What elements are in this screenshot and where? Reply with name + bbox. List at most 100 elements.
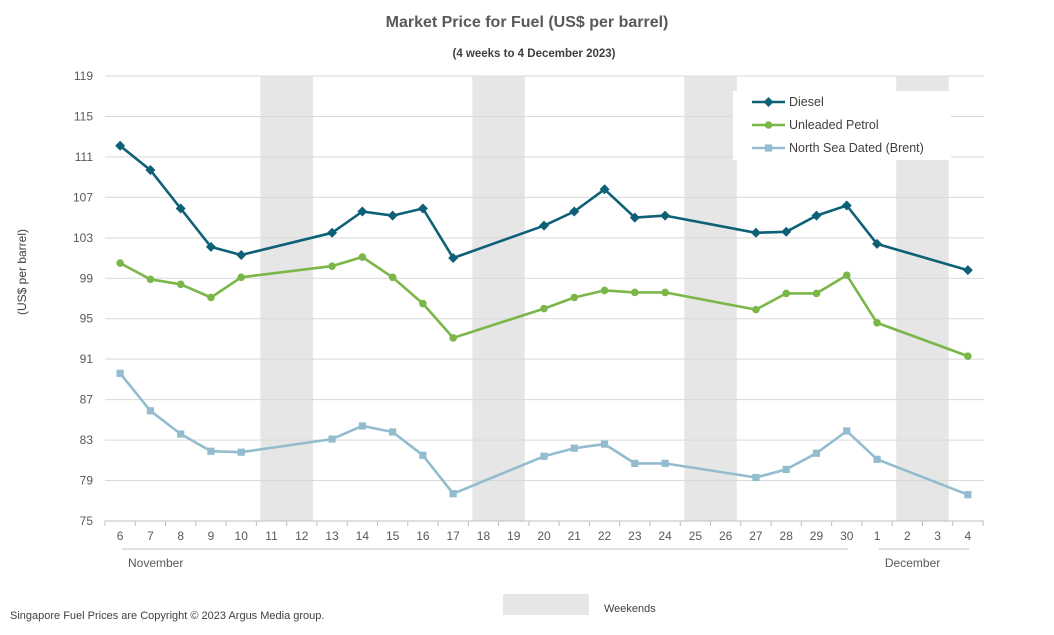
data-point	[357, 206, 368, 217]
series-unleaded-petrol	[116, 253, 972, 360]
data-point	[146, 407, 155, 415]
legend-label: Diesel	[789, 95, 824, 109]
series-north-sea-dated-brent	[116, 369, 972, 499]
y-tick-label: 115	[74, 109, 93, 123]
series-diesel	[115, 140, 973, 276]
x-tick-label: 18	[477, 529, 491, 543]
data-point	[237, 448, 245, 456]
copyright-note: Singapore Fuel Prices are Copyright © 20…	[10, 610, 324, 622]
data-point	[811, 210, 822, 221]
data-point	[873, 455, 881, 463]
x-tick-label: 22	[598, 529, 612, 543]
data-point	[661, 459, 669, 467]
data-point	[177, 430, 185, 438]
x-tick-label: 10	[235, 529, 249, 543]
chart-title: Market Price for Fuel (US$ per barrel)	[386, 14, 669, 31]
y-tick-label: 91	[80, 352, 94, 366]
weekend-band	[472, 76, 525, 521]
y-tick-label: 103	[73, 231, 93, 245]
data-point	[812, 449, 821, 457]
data-point	[327, 227, 338, 238]
x-tick-label: 26	[719, 529, 733, 543]
data-point	[115, 140, 126, 151]
y-tick-label: 99	[80, 271, 94, 285]
data-point	[661, 288, 669, 297]
data-point	[207, 447, 215, 455]
x-tick-label: 1	[874, 529, 881, 543]
x-tick-label: 12	[295, 529, 309, 543]
data-point	[116, 259, 124, 267]
data-point	[752, 305, 760, 314]
data-point	[752, 473, 760, 482]
series-line	[119, 144, 969, 272]
x-tick-label: 23	[628, 529, 642, 543]
data-point	[207, 293, 215, 302]
data-point	[600, 286, 609, 295]
legend-item: Diesel	[752, 95, 824, 109]
legend-label: North Sea Dated (Brent)	[789, 141, 924, 155]
data-point	[964, 491, 972, 499]
y-tick-label: 95	[80, 312, 94, 326]
data-point	[599, 184, 610, 195]
legend-item: North Sea Dated (Brent)	[752, 141, 924, 155]
x-tick-label: 17	[446, 529, 460, 543]
data-point	[873, 318, 881, 327]
legend-item: Unleaded Petrol	[752, 118, 879, 132]
x-tick-label: 21	[568, 529, 582, 543]
legend: Diesel Unleaded Petrol North Sea Dated (Br…	[733, 91, 951, 160]
data-point	[236, 250, 247, 261]
x-tick-label: 11	[265, 529, 278, 543]
legend-marker	[763, 97, 774, 107]
data-point	[570, 293, 579, 302]
x-tick-label: 30	[840, 529, 854, 543]
data-point	[570, 444, 578, 452]
data-point	[328, 262, 336, 270]
data-point	[388, 273, 397, 282]
data-point	[176, 280, 185, 289]
weekends-legend-swatch	[503, 594, 589, 615]
x-tick-label: 28	[780, 529, 794, 543]
data-point	[146, 275, 155, 284]
legend-label: Unleaded Petrol	[789, 118, 879, 132]
data-point	[145, 165, 156, 176]
data-point	[750, 227, 761, 238]
y-tick-label: 111	[75, 150, 94, 164]
data-point	[205, 241, 216, 252]
data-point	[600, 440, 609, 448]
x-tick-label: 8	[177, 529, 184, 543]
x-tick-label: 20	[537, 529, 551, 543]
data-point	[175, 203, 186, 214]
data-point	[449, 490, 457, 498]
y-tick-label: 79	[80, 474, 94, 488]
x-tick-label: 24	[658, 529, 672, 543]
data-point	[569, 206, 580, 217]
x-tick-label: 3	[934, 529, 941, 543]
data-point	[358, 253, 367, 261]
chart-subtitle: (4 weeks to 4 December 2023)	[452, 48, 615, 60]
data-point	[419, 451, 427, 459]
weekend-band	[260, 76, 313, 521]
y-tick-label: 83	[80, 433, 94, 447]
data-point	[116, 369, 124, 377]
data-point	[842, 271, 851, 280]
data-point	[812, 289, 821, 298]
data-point	[387, 210, 398, 221]
y-tick-label: 87	[80, 393, 94, 407]
x-tick-label: 9	[208, 529, 215, 543]
x-tick-label: 27	[749, 529, 763, 543]
data-point	[449, 334, 457, 342]
data-point	[631, 459, 639, 467]
data-point	[782, 465, 790, 474]
data-point	[389, 428, 397, 436]
data-point	[962, 265, 973, 276]
data-point	[540, 452, 548, 460]
data-point	[660, 210, 671, 221]
x-tick-label: 14	[356, 529, 370, 543]
x-tick-label: 16	[416, 529, 430, 543]
y-tick-label: 119	[74, 69, 93, 83]
data-point	[328, 435, 336, 443]
data-point	[782, 289, 791, 298]
data-point	[419, 299, 427, 308]
month-group-label: December	[885, 556, 940, 570]
